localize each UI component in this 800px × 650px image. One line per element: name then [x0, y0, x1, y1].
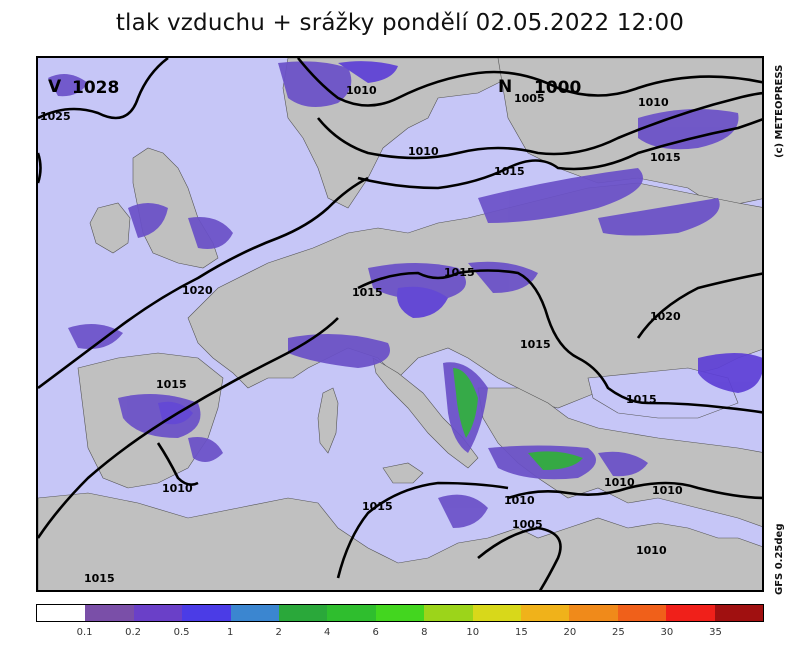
italy — [372, 357, 479, 469]
north-africa — [38, 492, 762, 590]
legend-label: 6 — [372, 627, 379, 638]
legend-swatch — [714, 605, 764, 621]
legend-label: 0.2 — [125, 627, 142, 638]
isobar-label: 1010 — [638, 96, 669, 109]
isobar-labels: 1025 1010 1005 1010 1010 1015 1015 1020 … — [40, 84, 683, 585]
pressure-centres: V 1028 N 1000 — [48, 77, 581, 98]
map-title: tlak vzduchu + srážky pondělí 02.05.2022… — [115, 10, 685, 36]
legend-label: 10 — [466, 627, 480, 638]
isobars — [38, 58, 762, 590]
legend-label: 2 — [275, 627, 282, 638]
isobar-label: 1025 — [40, 110, 71, 123]
isobar-1020-west — [38, 176, 369, 390]
legend-swatch — [375, 605, 425, 621]
legend-label: 0.5 — [173, 627, 190, 638]
isobar-label: 1015 — [626, 393, 657, 406]
legend-swatch — [37, 605, 86, 621]
legend-labels: 0.1 0.2 0.5 1 2 4 6 8 10 15 20 25 30 35 — [36, 627, 764, 643]
isobar-1025 — [38, 58, 169, 120]
precipitation-legend — [36, 604, 764, 622]
legend-label: 8 — [421, 627, 428, 638]
isobar-label: 1010 — [408, 145, 439, 158]
legend-label: 20 — [563, 627, 577, 638]
legend-swatch — [569, 605, 618, 621]
legend-swatch — [327, 605, 376, 621]
corsica-sardinia — [317, 387, 339, 454]
legend-label: 0.1 — [76, 627, 93, 638]
legend-swatch — [133, 605, 183, 621]
legend-swatch — [617, 605, 667, 621]
isobar-1015-alps — [357, 269, 762, 414]
model-label: GFS 0.25deg — [774, 523, 785, 596]
low-pressure-symbol: N — [498, 77, 512, 97]
map-canvas: 1025 1010 1005 1010 1010 1015 1015 1020 … — [38, 58, 762, 590]
legend-swatch — [472, 605, 522, 621]
isobar-label: 1010 — [346, 84, 377, 97]
weather-map: 1025 1010 1005 1010 1010 1015 1015 1020 … — [36, 56, 764, 592]
ireland — [89, 202, 131, 254]
isobar-label: 1005 — [512, 518, 543, 531]
isobar-label: 1010 — [162, 482, 193, 495]
isobar-1025-b — [38, 152, 42, 184]
isobar-north — [296, 58, 762, 107]
low-pressure-value: 1000 — [534, 78, 581, 98]
isobar-label: 1015 — [520, 338, 551, 351]
isobar-1010-spain — [156, 442, 199, 486]
isobar-label: 1015 — [84, 572, 115, 585]
sicily — [382, 462, 424, 484]
high-pressure-value: 1028 — [72, 78, 119, 98]
high-pressure-symbol: V — [48, 77, 62, 97]
isobar-label: 1015 — [156, 378, 187, 391]
legend-swatch — [666, 605, 715, 621]
legend-label: 25 — [612, 627, 625, 638]
precipitation — [48, 61, 762, 528]
isobar-label: 1015 — [650, 151, 681, 164]
legend-label: 1 — [226, 627, 234, 638]
legend-label: 4 — [324, 627, 331, 638]
isobar-label: 1010 — [504, 494, 535, 507]
isobar-1005-south — [477, 526, 562, 590]
legend-swatch — [521, 605, 570, 621]
legend-label: 35 — [709, 627, 722, 638]
copyright-label: (c) METEOPRESS — [774, 64, 785, 158]
legend-swatch — [182, 605, 231, 621]
isobar-label: 1005 — [514, 92, 545, 105]
isobar-1010-east — [507, 481, 762, 500]
legend-label: 15 — [514, 627, 528, 638]
isobar-1020-east — [636, 272, 762, 339]
isobar-label: 1010 — [636, 544, 667, 557]
isobar-label: 1010 — [604, 476, 635, 489]
isobar-label: 1020 — [182, 284, 213, 297]
isobar-1015-north — [357, 118, 762, 190]
isobar-label: 1020 — [650, 310, 681, 323]
isobar-label: 1015 — [444, 266, 475, 279]
legend-swatch — [230, 605, 280, 621]
isobar-1015-south — [336, 481, 509, 579]
legend-swatch — [85, 605, 134, 621]
isobar-label: 1015 — [352, 286, 383, 299]
legend-swatch — [279, 605, 328, 621]
isobar-1015-west — [38, 317, 339, 539]
legend-label: 30 — [660, 627, 674, 638]
isobar-label: 1015 — [362, 500, 393, 513]
isobar-label: 1010 — [652, 484, 683, 497]
legend-swatch — [424, 605, 473, 621]
isobar-1010-north — [316, 91, 762, 160]
isobar-label: 1015 — [494, 165, 525, 178]
